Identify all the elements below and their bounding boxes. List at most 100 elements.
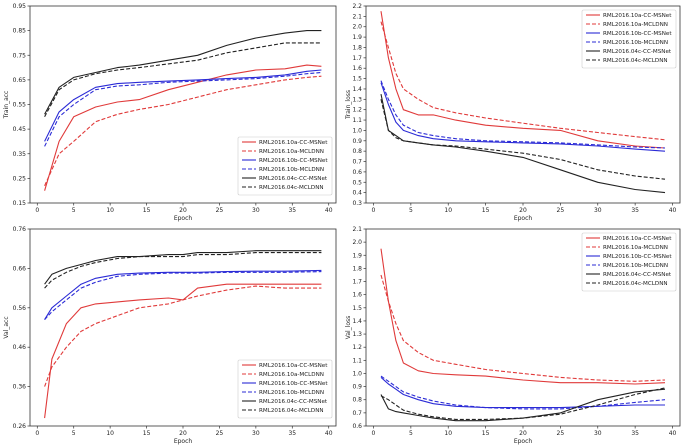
legend-entry: RML2016.04c-MCLDNN <box>603 58 668 64</box>
y-tick-label: 0.6 <box>352 423 362 430</box>
legend-entry: RML2016.10b-CC-MSNet <box>259 381 328 387</box>
x-tick-label: 10 <box>444 207 452 214</box>
x-tick-label: 15 <box>143 430 151 437</box>
series-line-3 <box>380 375 666 410</box>
series-line-4 <box>380 388 666 422</box>
legend-entry: RML2016.04c-MCLDNN <box>259 408 324 414</box>
legend-entry: RML2016.10a-CC-MSNet <box>603 236 672 242</box>
train-acc-plot: 0 5 10 15 20 25 30 35 40 0.15 0.25 0.35 0.45 0.55 0.65… <box>3 3 337 222</box>
x-tick-label: 5 <box>409 430 413 437</box>
x-tick-label: 10 <box>106 207 114 214</box>
train-acc-chart: 0 5 10 15 20 25 30 35 40 0.15 0.25 0.35 0.45 0.55 0.65… <box>0 0 342 223</box>
legend-entry: RML2016.10a-MCLDNN <box>259 149 324 155</box>
val-loss-plot: 0 5 10 15 20 25 30 35 40 0.6 0.7 0.8 0.9 1.0 1.1 1.2 1.3… <box>345 226 681 445</box>
x-tick-label: 10 <box>444 430 452 437</box>
series-line-5 <box>380 387 666 420</box>
y-tick-label: 0.9 <box>352 138 362 145</box>
y-tick-label: 0.9 <box>352 384 362 391</box>
x-tick-label: 15 <box>482 430 490 437</box>
y-tick-label: 0.35 <box>13 151 27 158</box>
y-tick-label: 1.5 <box>352 76 362 83</box>
x-tick-label: 25 <box>216 207 224 214</box>
x-axis-label: Epoch <box>514 438 533 445</box>
y-tick-label: 0.6 <box>352 169 362 176</box>
x-tick-label: 5 <box>409 207 413 214</box>
x-tick-label: 15 <box>482 207 490 214</box>
legend-entry: RML2016.10a-CC-MSNet <box>259 363 328 369</box>
x-tick-label: 40 <box>669 207 677 214</box>
x-tick-label: 20 <box>519 207 527 214</box>
legend-entry: RML2016.04c-CC-MSNet <box>603 49 672 55</box>
y-tick-label: 1.8 <box>352 44 362 51</box>
y-tick-label: 0.3 <box>352 200 362 207</box>
y-tick-label: 0.95 <box>13 3 27 10</box>
y-tick-label: 1.4 <box>352 86 362 93</box>
x-axis-label: Epoch <box>174 215 193 222</box>
y-tick-label: 1.6 <box>352 292 362 299</box>
x-tick-label: 0 <box>35 430 39 437</box>
legend-entry: RML2016.04c-CC-MSNet <box>259 399 328 405</box>
y-axis-label: Val_loss <box>345 316 352 340</box>
legend-box <box>581 9 677 69</box>
legend-entry: RML2016.10a-MCLDNN <box>603 22 668 28</box>
x-tick-label: 30 <box>252 430 260 437</box>
series-line-2 <box>380 82 666 152</box>
x-axis-label: Epoch <box>174 438 193 445</box>
legend-box <box>237 359 333 419</box>
y-tick-label: 1.1 <box>352 117 362 124</box>
series-line-4 <box>44 30 322 115</box>
series-line-0 <box>44 64 322 191</box>
series-line-1 <box>44 285 322 387</box>
legend-entry: RML2016.10b-MCLDNN <box>603 263 668 269</box>
series-line-1 <box>380 274 666 382</box>
x-tick-label: 40 <box>669 430 677 437</box>
y-tick-label: 1.7 <box>352 55 362 62</box>
y-tick-label: 0.15 <box>13 200 27 207</box>
x-tick-label: 5 <box>72 207 76 214</box>
y-tick-label: 0.5 <box>352 179 362 186</box>
y-axis-label: Train_loss <box>345 90 352 120</box>
y-tick-label: 0.26 <box>13 423 27 430</box>
x-tick-label: 25 <box>216 430 224 437</box>
y-tick-label: 0.85 <box>13 28 27 35</box>
x-tick-label: 20 <box>519 430 527 437</box>
y-tick-label: 0.8 <box>352 148 362 155</box>
y-tick-label: 2.0 <box>352 239 362 246</box>
val-acc-plot: 0 5 10 15 20 25 30 35 40 0.26 0.36 0.46 0.56 0.66 0.76… <box>3 226 337 445</box>
x-tick-label: 0 <box>372 207 376 214</box>
y-tick-label: 1.2 <box>352 107 362 114</box>
y-tick-label: 0.75 <box>13 52 27 59</box>
x-tick-label: 0 <box>35 207 39 214</box>
y-tick-label: 1.7 <box>352 279 362 286</box>
x-tick-label: 30 <box>252 207 260 214</box>
legend-entry: RML2016.10b-CC-MSNet <box>603 31 672 37</box>
legend-entry: RML2016.04c-CC-MSNet <box>603 272 672 278</box>
series-line-2 <box>44 269 322 320</box>
y-tick-label: 0.66 <box>13 265 27 272</box>
x-tick-label: 35 <box>631 207 639 214</box>
y-tick-label: 0.46 <box>13 344 27 351</box>
y-tick-label: 0.65 <box>13 77 27 84</box>
y-tick-label: 0.55 <box>13 102 27 109</box>
legend-entry: RML2016.04c-MCLDNN <box>259 185 324 191</box>
legend-box <box>237 136 333 196</box>
legend-entry: RML2016.10b-CC-MSNet <box>259 158 328 164</box>
series-line-2 <box>44 69 322 142</box>
legend-entry: RML2016.10a-MCLDNN <box>259 372 324 378</box>
series-line-5 <box>380 99 666 180</box>
y-tick-label: 1.0 <box>352 127 362 134</box>
series-line-3 <box>44 71 322 147</box>
x-tick-label: 10 <box>106 430 114 437</box>
legend-entry: RML2016.04c-MCLDNN <box>603 281 668 287</box>
y-tick-label: 1.8 <box>352 265 362 272</box>
y-tick-label: 0.56 <box>13 305 27 312</box>
y-tick-label: 0.7 <box>352 410 362 417</box>
x-tick-label: 20 <box>179 430 187 437</box>
y-tick-label: 0.25 <box>13 175 27 182</box>
y-tick-label: 0.7 <box>352 159 362 166</box>
legend-entry: RML2016.10b-MCLDNN <box>603 40 668 46</box>
series-line-0 <box>380 248 666 385</box>
series-line-3 <box>380 80 666 149</box>
x-tick-label: 35 <box>288 430 296 437</box>
series-line-5 <box>44 42 322 118</box>
